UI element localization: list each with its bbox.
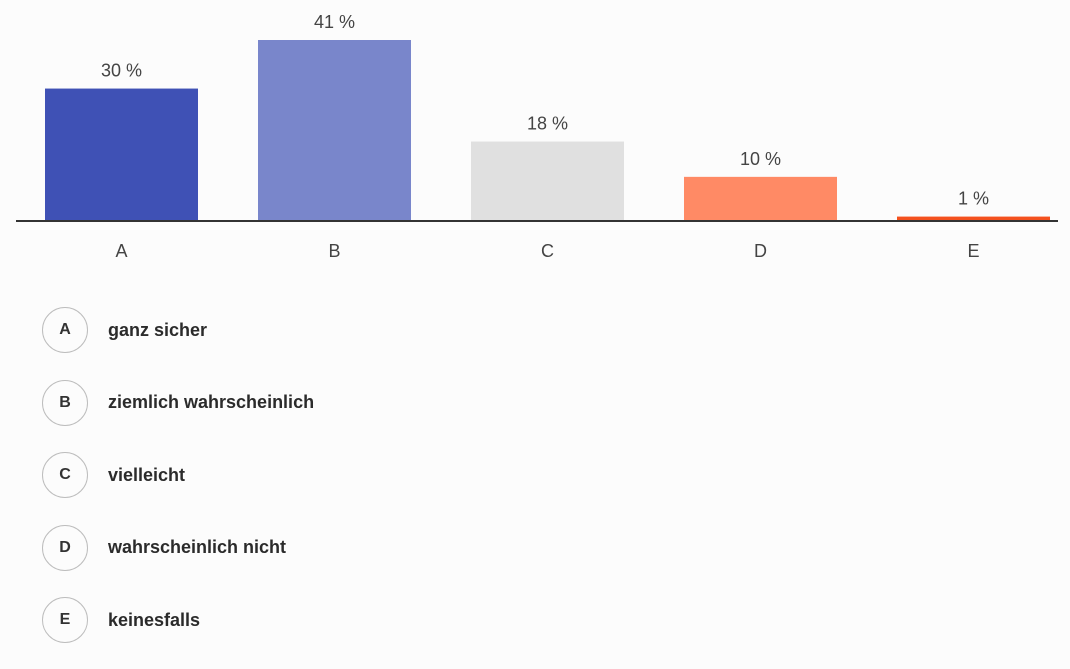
legend-badge-a: A	[42, 307, 88, 353]
legend-badge-e: E	[42, 597, 88, 643]
legend-badge-b: B	[42, 379, 88, 426]
value-label-d: 10 %	[740, 149, 781, 169]
bar-e	[897, 216, 1050, 221]
bar-a	[45, 88, 198, 221]
answer-legend: A ganz sicher B ziemlich wahrscheinlich …	[42, 306, 942, 669]
bar-b	[258, 40, 411, 221]
legend-item-d: D wahrscheinlich nicht	[42, 524, 942, 572]
legend-text-d: wahrscheinlich nicht	[108, 537, 287, 557]
legend-item-c: C vielleicht	[42, 451, 942, 499]
category-label-d: D	[754, 241, 767, 261]
bar-c	[471, 141, 624, 221]
category-label-e: E	[967, 241, 979, 261]
category-label-a: A	[115, 241, 127, 261]
legend-badge-c: C	[42, 452, 88, 498]
legend-item-a: A ganz sicher	[42, 306, 942, 354]
legend-text-b: ziemlich wahrscheinlich	[108, 392, 315, 412]
category-label-c: C	[541, 241, 554, 261]
labels-group: 30 % A 41 % B 18 % C 10 % D 1 % E	[101, 12, 989, 261]
category-label-b: B	[328, 241, 340, 261]
bar-d	[684, 176, 837, 221]
legend-badge-d: D	[42, 524, 88, 571]
legend-text-a: ganz sicher	[108, 319, 208, 340]
legend-item-b: B ziemlich wahrscheinlich	[42, 379, 942, 427]
legend-item-e: E keinesfalls	[42, 596, 942, 644]
bars-group	[45, 40, 1050, 221]
legend-text-c: vielleicht	[108, 464, 186, 485]
value-label-e: 1 %	[958, 189, 989, 209]
value-label-c: 18 %	[527, 114, 568, 134]
bar-chart: 30 % A 41 % B 18 % C 10 % D 1 % E	[16, 12, 1058, 261]
legend-text-e: keinesfalls	[108, 609, 201, 630]
value-label-b: 41 %	[314, 12, 355, 32]
value-label-a: 30 %	[101, 61, 142, 81]
